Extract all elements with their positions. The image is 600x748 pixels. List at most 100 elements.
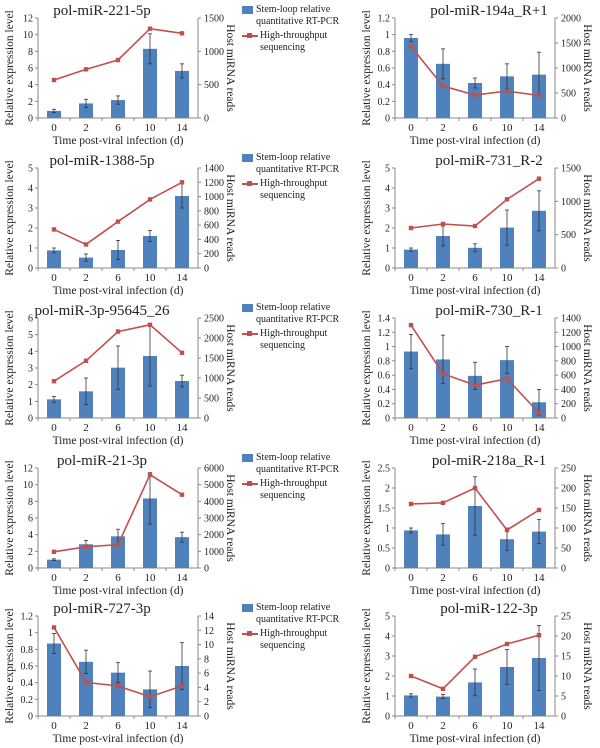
y-tick-label: 2.5 (378, 464, 391, 475)
line-point (536, 93, 542, 98)
line-point (408, 44, 414, 49)
chart-title: pol-miR-221-5p (53, 3, 151, 19)
x-tick-label: 2 (440, 422, 446, 434)
y-tick-label: 1.2 (378, 14, 391, 25)
y-axis-label: Relative expression level (361, 310, 373, 426)
y-tick-label: 0.2 (21, 695, 34, 706)
bar (47, 399, 61, 418)
line-point (83, 242, 89, 247)
bar (500, 76, 514, 118)
chart-title: pol-miR-731_R-2 (435, 153, 543, 169)
y2-tick-label: 25 (561, 612, 571, 623)
y-tick-label: 5 (28, 164, 33, 175)
y2-tick-label: 5 (561, 692, 566, 703)
bar (79, 103, 93, 118)
x-tick-label: 10 (145, 422, 157, 434)
y2-tick-label: 800 (561, 356, 576, 367)
y2-tick-label: 200 (561, 399, 576, 410)
y-tick-label: 0.8 (378, 356, 391, 367)
y2-tick-label: 2000 (204, 334, 224, 345)
bar (79, 257, 93, 268)
line-point (472, 654, 478, 659)
bar (436, 359, 450, 418)
legend-bar-label: Stem-loop relative quantitative RT-PCR (256, 302, 340, 325)
x-tick-label: 14 (534, 122, 546, 134)
y-tick-label: 0 (385, 414, 390, 425)
line-point (83, 67, 89, 72)
line-point (51, 549, 57, 555)
chart-title: pol-miR-727-3p (53, 601, 151, 617)
y2-tick-label: 15 (561, 652, 571, 663)
y2-tick-label: 200 (204, 249, 219, 260)
line-point (472, 382, 478, 388)
y-tick-label: 0.6 (21, 662, 34, 673)
line-point (472, 92, 478, 98)
y-tick-label: 5 (385, 164, 390, 175)
y2-axis-label: Host miRNA reads (224, 174, 235, 262)
x-tick-label: 10 (502, 122, 514, 134)
x-tick-label: 2 (83, 422, 89, 434)
legend-item-bar: Stem-loop relative quantitative RT-PCR (242, 302, 362, 326)
line-point (83, 680, 89, 685)
y-tick-label: 0 (385, 564, 390, 575)
y-tick-label: 0 (28, 264, 33, 275)
y2-tick-label: 0 (561, 114, 566, 125)
legend: Stem-loop relative quantitative RT-PCR Hi… (242, 4, 362, 56)
line-point (147, 197, 153, 202)
x-tick-label: 10 (502, 572, 514, 584)
bar (404, 530, 418, 568)
x-axis-label: Time post-viral infection (d) (410, 135, 541, 147)
y-tick-label: 0.6 (378, 371, 391, 382)
y2-tick-label: 0 (561, 414, 566, 425)
y2-tick-label: 6000 (204, 464, 224, 475)
legend-line-label: High-throughput sequencing (260, 178, 328, 201)
x-tick-label: 10 (145, 272, 157, 284)
line-point (147, 694, 153, 699)
x-axis-label: Time post-viral infection (d) (410, 733, 541, 745)
x-tick-label: 6 (472, 572, 478, 584)
y2-tick-label: 10 (204, 640, 214, 651)
bar (47, 250, 61, 268)
x-axis-label: Time post-viral infection (d) (410, 285, 541, 297)
legend-item-line: High-throughput sequencing (242, 628, 362, 652)
chart-panel: 0 2 4 6 8 10 12 0 1000 2000 3000 4000 5000 6000 0 2 6 10 1… (4, 453, 235, 597)
bar (47, 643, 61, 716)
line-marker-icon (242, 328, 258, 338)
x-tick-label: 6 (472, 272, 478, 284)
bar-swatch-icon (242, 154, 253, 162)
legend-item-line: High-throughput sequencing (242, 328, 362, 352)
y-tick-label: 1.4 (378, 314, 391, 325)
y-tick-label: 1 (385, 692, 390, 703)
bar (532, 531, 546, 568)
x-tick-label: 0 (51, 272, 57, 284)
x-tick-label: 14 (177, 122, 189, 134)
legend-item-bar: Stem-loop relative quantitative RT-PCR (242, 152, 362, 176)
bar (404, 249, 418, 268)
x-tick-label: 2 (440, 720, 446, 732)
series-line (410, 177, 540, 229)
y-tick-label: 0 (385, 712, 390, 723)
y2-axis-label: Host miRNA reads (224, 24, 235, 112)
x-tick-label: 0 (51, 422, 57, 434)
y-tick-label: 4 (385, 632, 390, 643)
y2-tick-label: 5000 (204, 480, 224, 491)
y-tick-label: 1.2 (21, 612, 34, 623)
y-tick-label: 6 (28, 64, 33, 75)
x-tick-label: 0 (408, 572, 414, 584)
line-point (504, 527, 510, 533)
line-point (147, 322, 153, 327)
y2-tick-label: 2000 (561, 14, 581, 25)
legend-line-label: High-throughput sequencing (260, 30, 328, 53)
line-point (440, 686, 446, 691)
chart-panel: 0 2 4 6 8 10 12 0 500 1000 1500 0 2 6 10 14 pol-miR-221-… (4, 3, 235, 147)
line-point (440, 221, 446, 227)
bar (175, 70, 189, 118)
x-tick-label: 6 (472, 422, 478, 434)
y-tick-label: 1 (28, 397, 33, 408)
x-tick-label: 2 (83, 122, 89, 134)
legend-bar-label: Stem-loop relative quantitative RT-PCR (256, 602, 340, 625)
bar (175, 381, 189, 418)
y2-tick-label: 1000 (561, 197, 581, 208)
x-tick-label: 0 (408, 122, 414, 134)
